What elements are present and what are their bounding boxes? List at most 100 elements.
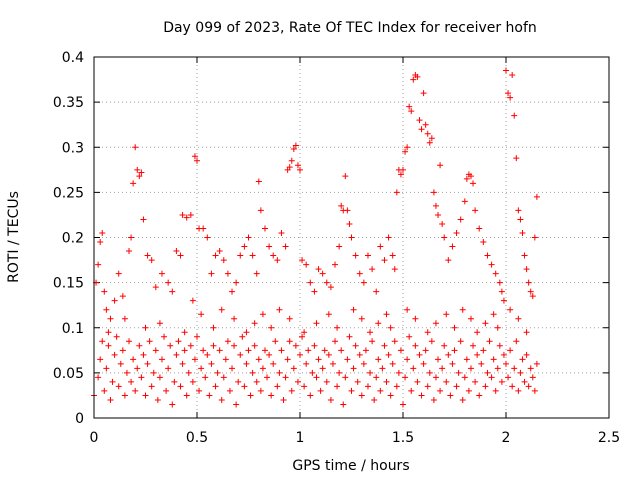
data-point [169, 401, 176, 408]
y-tick-label: 0.1 [62, 321, 84, 337]
x-tick-label: 1.5 [392, 430, 414, 446]
data-point [264, 374, 271, 381]
data-point [498, 378, 505, 385]
x-axis-label: GPS time / hours [292, 458, 409, 474]
data-point [290, 146, 297, 153]
data-point [303, 360, 310, 367]
data-point [377, 243, 384, 250]
data-point [327, 396, 334, 403]
data-point [241, 243, 248, 250]
data-point [301, 383, 308, 390]
data-point [369, 266, 376, 273]
data-point [288, 387, 295, 394]
data-point [177, 383, 184, 390]
data-point [218, 396, 225, 403]
data-point [443, 311, 450, 318]
data-point [222, 356, 229, 363]
data-point [241, 383, 248, 390]
data-point [185, 369, 192, 376]
data-point [383, 378, 390, 385]
data-point [148, 257, 155, 264]
y-tick-label: 0.4 [62, 50, 84, 66]
data-point [389, 360, 396, 367]
data-point [463, 356, 470, 363]
data-point [352, 342, 359, 349]
data-point [410, 76, 417, 83]
data-point [237, 351, 244, 358]
data-point [243, 329, 250, 336]
data-point [132, 387, 139, 394]
data-point [101, 387, 108, 394]
data-point [189, 297, 196, 304]
data-point [435, 356, 442, 363]
data-point [311, 288, 318, 295]
data-point [393, 189, 400, 196]
data-point [364, 252, 371, 259]
data-point [117, 360, 124, 367]
data-point [208, 270, 215, 277]
data-point [128, 378, 135, 385]
plot-frame [93, 56, 610, 419]
data-point [179, 211, 186, 218]
data-point [167, 342, 174, 349]
data-point [132, 144, 139, 151]
data-point [165, 279, 172, 286]
data-point [408, 108, 415, 115]
data-point [517, 216, 524, 223]
data-point [519, 356, 526, 363]
data-point [523, 329, 530, 336]
data-point [340, 401, 347, 408]
data-point [325, 351, 332, 358]
data-point [451, 324, 458, 331]
data-point [424, 383, 431, 390]
data-point [229, 365, 236, 372]
data-point [507, 94, 514, 101]
data-point [449, 360, 456, 367]
data-point [253, 378, 260, 385]
data-point [156, 374, 163, 381]
grid [94, 57, 609, 418]
data-point [385, 351, 392, 358]
data-point [358, 315, 365, 322]
data-point [474, 351, 481, 358]
data-point [397, 171, 404, 178]
data-point [348, 387, 355, 394]
data-point [315, 356, 322, 363]
data-point [484, 369, 491, 376]
data-point [391, 266, 398, 273]
data-point [261, 347, 268, 354]
data-point [95, 261, 102, 268]
data-point [348, 234, 355, 241]
data-point [404, 306, 411, 313]
data-point [280, 396, 287, 403]
data-point [344, 356, 351, 363]
data-point [107, 396, 114, 403]
data-point [414, 73, 421, 80]
data-point [422, 121, 429, 128]
data-point [360, 279, 367, 286]
data-point [97, 356, 104, 363]
data-point [432, 202, 439, 209]
data-point [224, 270, 231, 277]
data-point [247, 392, 254, 399]
data-point [111, 351, 118, 358]
data-point [229, 288, 236, 295]
data-point [467, 173, 474, 180]
data-point [152, 347, 159, 354]
data-point [249, 369, 256, 376]
data-point [358, 392, 365, 399]
data-point [451, 347, 458, 354]
data-point [97, 239, 104, 246]
data-point [505, 374, 512, 381]
data-point [447, 392, 454, 399]
data-point [255, 178, 262, 185]
data-point [488, 374, 495, 381]
data-point [420, 360, 427, 367]
data-point [109, 378, 116, 385]
x-tick-label: 1 [296, 430, 305, 446]
data-point [527, 365, 534, 372]
data-point [323, 378, 330, 385]
data-point [511, 365, 518, 372]
data-point [346, 220, 353, 227]
data-point [121, 392, 128, 399]
